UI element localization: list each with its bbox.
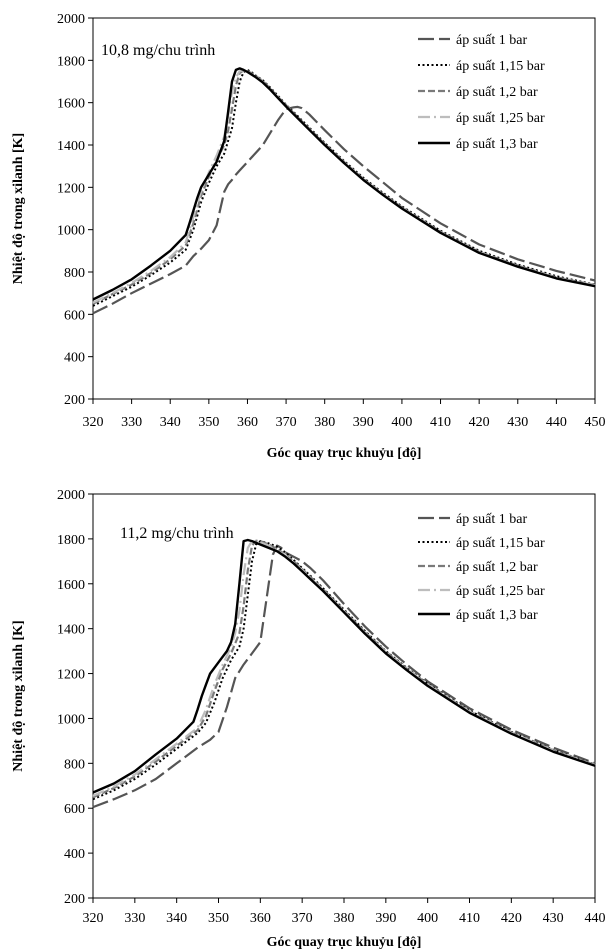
series-line-0-1 [92, 68, 596, 307]
y-tick-label: 1800 [57, 533, 85, 548]
y-tick-label: 200 [64, 393, 85, 408]
x-tick-label: 350 [208, 911, 229, 926]
y-tick-label: 400 [64, 351, 85, 366]
x-tick-label: 320 [83, 911, 104, 926]
y-axis-label: Nhiệt độ trong xilanh [K] [11, 620, 26, 771]
x-tick-label: 390 [375, 911, 396, 926]
plot-area-1 [92, 493, 596, 899]
x-tick-label: 340 [166, 911, 187, 926]
legend-entry: áp suất 1,2 bar [456, 560, 538, 575]
x-tick-label: 380 [334, 911, 355, 926]
y-tick-label: 1000 [57, 712, 85, 727]
x-tick-label: 440 [546, 415, 567, 430]
legend-entry: áp suất 1,3 bar [456, 137, 538, 152]
x-tick-label: 360 [237, 415, 258, 430]
y-tick-label: 1200 [57, 668, 85, 683]
x-tick-label: 400 [391, 415, 412, 430]
x-tick-label: 360 [250, 911, 271, 926]
x-tick-label: 440 [585, 911, 606, 926]
x-tick-label: 380 [314, 415, 335, 430]
series-line-0-2 [92, 69, 596, 305]
legend-entry: áp suất 1,25 bar [456, 111, 545, 126]
x-tick-label: 320 [83, 415, 104, 430]
x-tick-label: 400 [417, 911, 438, 926]
plot-area-0 [92, 17, 596, 400]
x-tick-label: 340 [160, 415, 181, 430]
series-line-1-3 [92, 540, 596, 797]
y-tick-label: 400 [64, 847, 85, 862]
x-tick-label: 410 [459, 911, 480, 926]
x-tick-label: 350 [198, 415, 219, 430]
series-line-1-1 [92, 540, 596, 801]
y-tick-label: 800 [64, 266, 85, 281]
x-tick-label: 420 [501, 911, 522, 926]
y-tick-label: 200 [64, 892, 85, 907]
y-tick-label: 1600 [57, 97, 85, 112]
y-tick-label: 1800 [57, 54, 85, 69]
y-tick-label: 2000 [57, 12, 85, 27]
x-tick-label: 430 [507, 415, 528, 430]
y-tick-label: 1400 [57, 139, 85, 154]
y-tick-label: 800 [64, 757, 85, 772]
y-tick-label: 1000 [57, 224, 85, 239]
x-tick-label: 450 [585, 415, 606, 430]
x-tick-label: 330 [124, 911, 145, 926]
y-tick-label: 1200 [57, 181, 85, 196]
x-tick-label: 330 [121, 415, 142, 430]
series-line-0-0 [92, 105, 596, 315]
x-tick-label: 370 [292, 911, 313, 926]
x-tick-label: 370 [276, 415, 297, 430]
legend-entry: áp suất 1,3 bar [456, 608, 538, 623]
y-tick-label: 2000 [57, 488, 85, 503]
series-line-1-0 [92, 544, 596, 809]
legend-entry: áp suất 1,25 bar [456, 584, 545, 599]
chart-annotation: 11,2 mg/chu trình [120, 525, 234, 542]
series-line-0-4 [92, 67, 596, 301]
x-axis-label: Góc quay trục khuỷu [độ] [267, 446, 422, 461]
x-tick-label: 430 [543, 911, 564, 926]
legend-entry: áp suất 1,15 bar [456, 59, 545, 74]
legend-entry: áp suất 1 bar [456, 33, 527, 48]
legend-entry: áp suất 1,2 bar [456, 85, 538, 100]
x-axis-label: Góc quay trục khuỷu [độ] [267, 935, 422, 950]
series-line-1-4 [92, 538, 596, 794]
series-line-1-2 [92, 539, 596, 799]
y-tick-label: 1600 [57, 578, 85, 593]
x-tick-label: 420 [469, 415, 490, 430]
y-axis-label: Nhiệt độ trong xilanh [K] [11, 133, 26, 284]
chart-annotation: 10,8 mg/chu trình [101, 42, 215, 59]
x-tick-label: 390 [353, 415, 374, 430]
legend-entry: áp suất 1,15 bar [456, 536, 545, 551]
legend-entry: áp suất 1 bar [456, 512, 527, 527]
y-tick-label: 600 [64, 308, 85, 323]
y-tick-label: 1400 [57, 623, 85, 638]
y-tick-label: 600 [64, 802, 85, 817]
x-tick-label: 410 [430, 415, 451, 430]
